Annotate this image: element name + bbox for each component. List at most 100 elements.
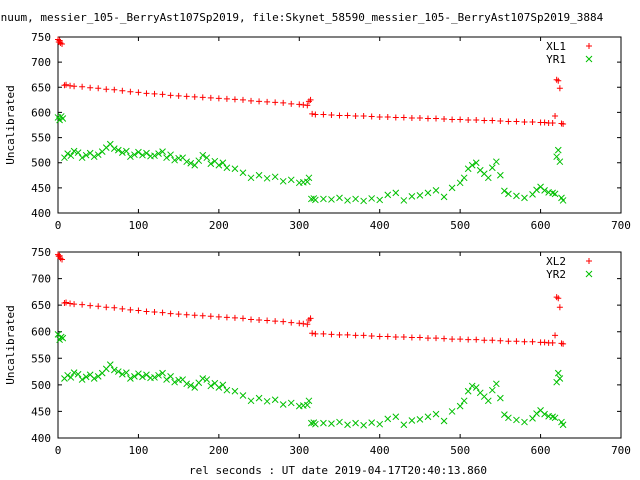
y-tick-label: 650: [31, 81, 51, 94]
data-point: [183, 311, 190, 318]
data-point: [505, 118, 512, 125]
data-point: [114, 368, 122, 375]
data-point: [541, 339, 548, 346]
data-point: [288, 100, 295, 107]
legend-marker: [585, 270, 593, 278]
data-point: [59, 334, 67, 342]
data-point: [215, 161, 223, 169]
data-point: [484, 397, 492, 405]
bottom-panel: 0 100 200 300 400 500 600 700 400 450 500 550 600 650…: [4, 246, 631, 457]
data-point: [501, 411, 508, 418]
data-point: [472, 159, 480, 167]
data-point: [448, 184, 456, 192]
data-point: [307, 315, 314, 322]
data-point: [255, 394, 263, 402]
data-point: [56, 116, 63, 124]
y-tick-label: 600: [31, 106, 51, 119]
data-point: [473, 336, 480, 343]
data-point: [131, 373, 138, 380]
data-point: [207, 160, 215, 168]
data-point: [143, 149, 150, 157]
data-point: [556, 304, 563, 311]
data-point: [59, 256, 66, 263]
data-point: [305, 397, 313, 405]
data-point: [521, 338, 528, 345]
data-point: [312, 111, 319, 118]
y-tick-label: 550: [31, 132, 51, 145]
data-point: [376, 196, 384, 204]
data-point: [74, 149, 82, 157]
data-point: [464, 387, 472, 395]
data-point: [336, 418, 343, 426]
legend-label: XL1: [546, 40, 566, 53]
data-point: [127, 88, 134, 95]
data-point: [376, 333, 383, 340]
data-point: [78, 154, 86, 162]
data-point: [114, 146, 122, 154]
data-point: [203, 154, 211, 162]
data-point: [239, 169, 247, 177]
data-point: [309, 110, 316, 117]
legend-marker: [585, 55, 593, 63]
data-point: [307, 195, 315, 203]
data-point: [171, 156, 178, 164]
data-point: [549, 119, 556, 126]
data-point: [131, 151, 138, 159]
data-point: [440, 417, 448, 425]
data-point: [199, 151, 207, 159]
data-point: [183, 380, 191, 388]
x-tick-label: 600: [531, 219, 551, 232]
data-point: [551, 190, 559, 198]
data-point: [127, 306, 134, 313]
data-point: [492, 158, 500, 166]
data-point: [505, 338, 512, 345]
figure-title: inuum, messier_105-_BerryAst107Sp2019, f…: [0, 11, 604, 24]
data-point: [555, 295, 562, 302]
data-point: [376, 420, 384, 428]
data-point: [70, 369, 78, 376]
data-point: [465, 336, 472, 343]
data-point: [271, 396, 279, 404]
data-point: [118, 370, 126, 378]
data-point: [433, 335, 440, 342]
data-point: [303, 401, 311, 409]
data-point: [497, 171, 504, 179]
data-point: [489, 117, 496, 124]
data-point: [163, 376, 170, 383]
data-point: [456, 179, 464, 187]
data-point: [56, 252, 63, 259]
data-point: [328, 331, 335, 338]
data-point: [248, 316, 255, 323]
legend-label: XL2: [546, 255, 566, 268]
top-panel: 0 100 200 300 400 500 600 700 400 450 500 550 600 650…: [4, 31, 631, 232]
data-point: [219, 381, 227, 389]
data-point: [400, 114, 407, 121]
plot-frame: [57, 36, 622, 214]
y-tick-label: 650: [31, 299, 51, 312]
data-point: [505, 414, 512, 422]
data-point: [287, 176, 295, 184]
series-yr2: [54, 331, 567, 429]
x-tick-label: 700: [611, 219, 631, 232]
data-point: [67, 300, 74, 307]
data-point: [63, 81, 70, 88]
data-point: [309, 330, 316, 337]
data-point: [312, 330, 319, 337]
data-point: [497, 337, 504, 344]
data-point: [67, 374, 75, 381]
x-tick-label: 0: [55, 219, 62, 232]
data-point: [167, 310, 174, 317]
data-point: [541, 187, 548, 194]
data-point: [255, 171, 263, 179]
data-point: [481, 337, 488, 344]
data-point: [95, 85, 102, 92]
data-point: [94, 373, 102, 380]
legend-label: YR2: [546, 268, 566, 281]
data-point: [63, 299, 70, 306]
data-point: [67, 82, 74, 89]
data-point: [199, 312, 206, 319]
data-point: [513, 192, 520, 200]
data-point: [529, 338, 536, 345]
data-point: [264, 98, 271, 105]
data-point: [408, 417, 416, 424]
